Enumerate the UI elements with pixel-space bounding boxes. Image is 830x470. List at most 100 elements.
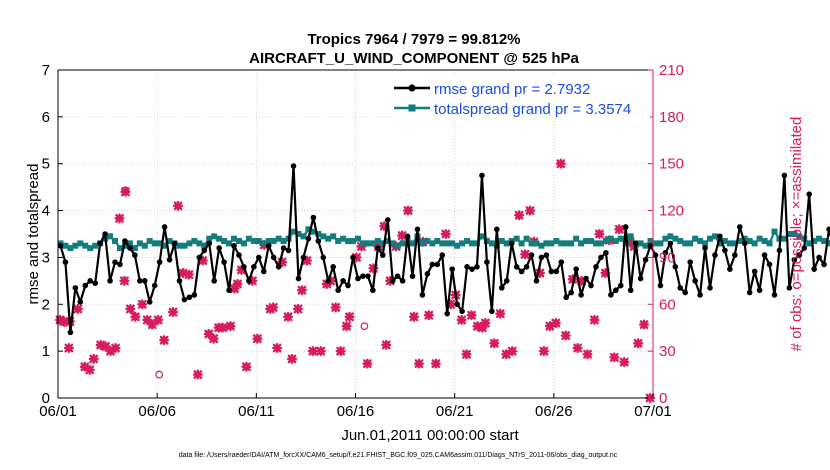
x-tick-label: 06/01 [39,403,77,420]
obs-assimilated-marker [477,322,488,333]
spread-point [821,238,828,245]
rmse-point [736,224,743,230]
obs-assimilated-marker [268,302,279,313]
spread-point [394,242,401,249]
obs-assimilated-marker [167,307,179,318]
obs-assimilated-marker [142,314,153,325]
spread-point [369,240,376,247]
spread-point [662,235,669,242]
obs-assimilated-cross [379,221,390,232]
spread-point [350,238,357,245]
spread-point [667,233,674,240]
rmse-point [186,294,193,301]
rmse-point [494,226,500,233]
rmse-point [161,224,168,230]
obs-assimilated-cross [600,268,611,279]
obs-assimilated-cross [88,353,99,364]
obs-assimilated-marker [88,353,99,364]
obs-assimilated-marker [524,205,536,216]
rmse-point [697,292,703,298]
obs-assimilated-cross [362,358,373,369]
obs-assimilated-cross [277,257,288,268]
legend-rmse-marker [408,84,416,92]
spread-point [697,238,704,245]
obs-assimilated-cross [489,338,500,349]
obs-assimilated-cross [440,228,451,240]
obs-assimilated-marker [272,342,283,354]
spread-point [161,242,168,249]
left-tick-label: 3 [42,249,50,266]
obs-assimilated-cross [466,310,477,321]
data-file-footer: data file: /Users/raeder/DAI/ATM_forcXX/… [179,452,618,459]
rmse-point [484,259,490,265]
rmse-point [62,259,69,265]
obs-assimilated-cross [582,349,593,360]
rmse-point [310,214,317,221]
obs-assimilated-cross [54,314,66,325]
obs-assimilated-cross [344,311,355,322]
left-axis-ticks: 0 1 2 3 4 5 6 7 [42,62,63,407]
right-tick-label: 60 [659,296,676,313]
rmse-point [538,254,545,261]
obs-assimilated-cross [120,186,131,197]
rmse-point [439,252,446,258]
obs-assimilated-marker [466,310,477,321]
spread-point [637,240,644,247]
obs-possible-marker [360,322,369,331]
spread-point [568,240,575,247]
rmse-point [682,289,689,296]
obs-assimilated-marker [241,361,252,372]
obs-assimilated-marker [335,346,346,357]
obs-assimilated-marker [440,228,451,240]
rmse-point [469,266,475,272]
rmse-point [498,285,505,291]
spread-point [116,245,123,252]
obs-assimilated-marker [430,358,441,369]
obs-assimilated-cross [609,352,620,363]
obs-assimilated-cross [423,310,434,321]
obs-assimilated-marker [183,269,194,280]
rmse-point [558,259,565,265]
rmse-point [826,226,830,233]
obs-assimilated-cross [286,353,298,364]
obs-assimilated-cross [153,314,164,325]
obs-assimilated-marker [192,369,203,380]
obs-assimilated-marker [501,349,512,360]
obs-assimilated-cross [217,322,228,333]
spread-point [379,240,386,247]
rmse-point [394,273,401,279]
rmse-point [672,264,679,270]
rmse-point [270,254,277,261]
spread-point [295,231,302,237]
obs-assimilated-marker [277,257,288,268]
x-tick-label: 06/11 [238,403,274,420]
rmse-point [231,242,237,249]
obs-assimilated-cross [461,349,472,360]
rmse-point [692,278,698,284]
obs-assimilated-cross [560,330,571,341]
spread-point [141,242,148,249]
obs-assimilated-marker [576,275,587,286]
spread-point [216,235,223,242]
spread-point [543,240,550,247]
obs-assimilated-cross [614,224,625,235]
obs-assimilated-cross [555,158,566,169]
obs-assimilated-cross [301,255,312,266]
spread-point [434,238,441,245]
spread-point [107,233,114,240]
x-tick-label: 06/16 [337,403,375,420]
obs-assimilated-marker [172,200,184,211]
spread-point [612,238,619,245]
obs-assimilated-marker [514,210,525,221]
obs-assimilated-marker [105,346,116,357]
right-tick-label: 180 [659,109,684,126]
spread-point [731,240,738,247]
rmse-point [379,252,386,258]
obs-assimilated-marker [625,236,636,247]
obs-assimilated-marker [582,349,593,360]
right-tick-label: 150 [659,156,684,173]
rmse-point [707,285,713,291]
spread-point [483,238,490,245]
spread-point [786,231,793,237]
rmse-point [771,292,778,298]
